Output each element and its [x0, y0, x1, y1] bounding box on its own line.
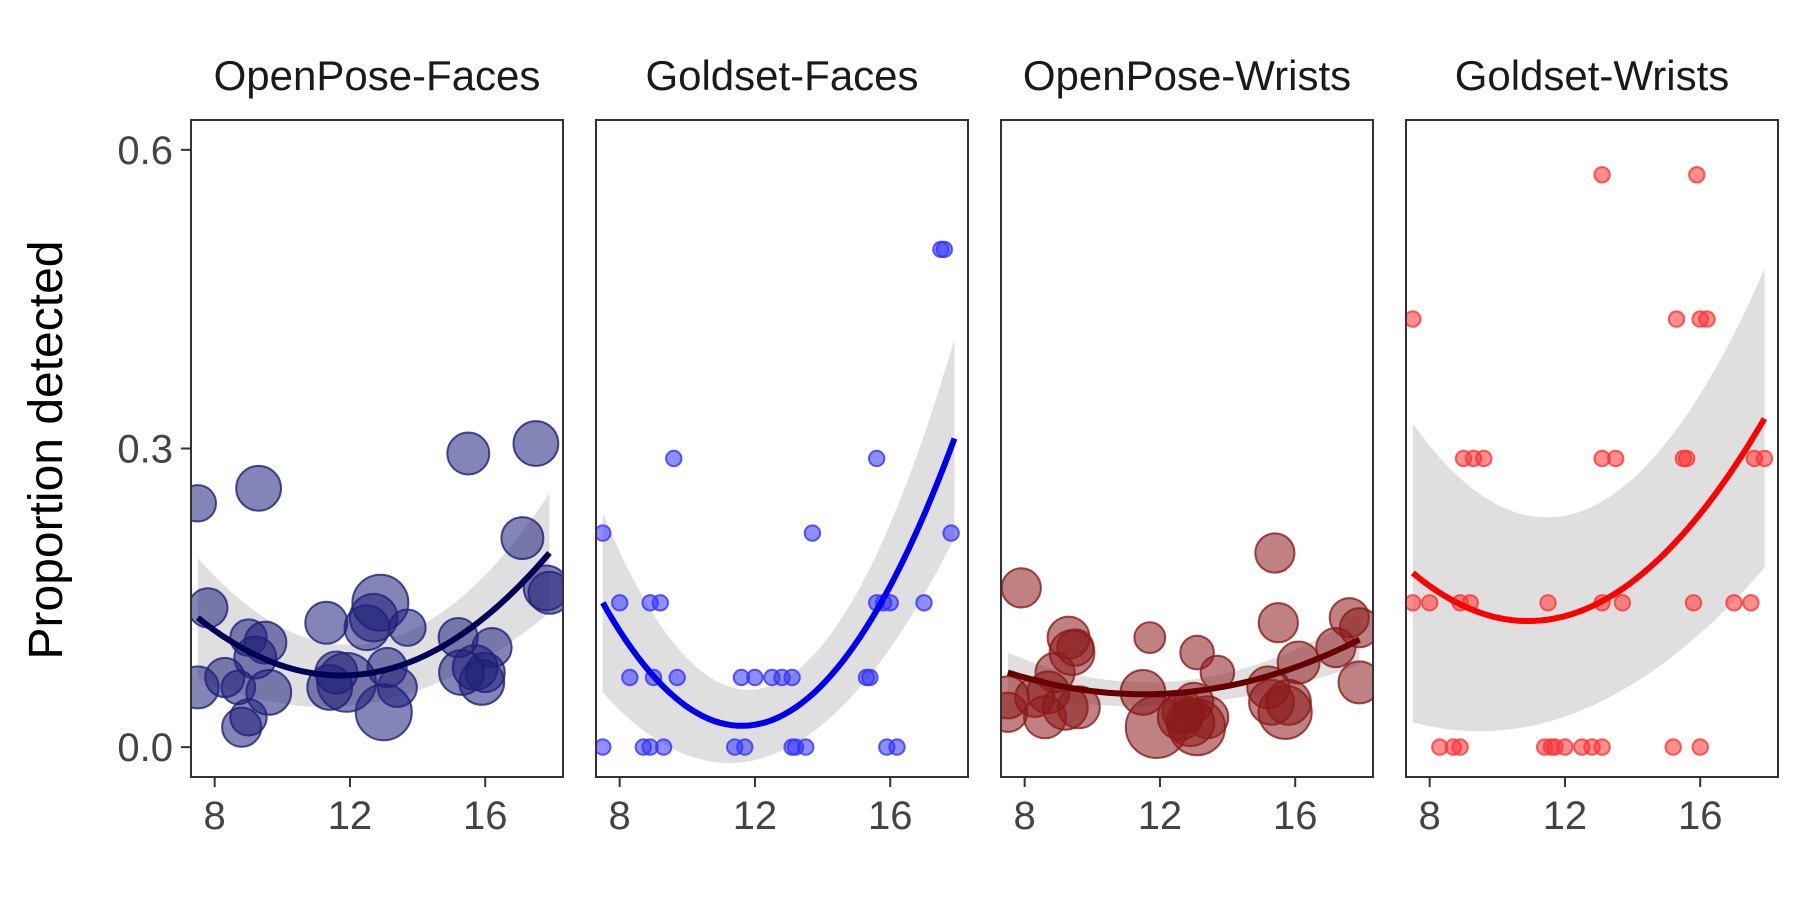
data-point [512, 420, 560, 467]
data-point [935, 240, 953, 259]
data-point [1688, 166, 1706, 184]
fit-line [1006, 636, 1361, 698]
confidence-band [602, 339, 955, 763]
data-point [596, 524, 612, 542]
data-point [1185, 695, 1230, 740]
data-point [1698, 310, 1716, 328]
y-tick-label: 0.6 [117, 129, 173, 173]
data-point [1338, 607, 1373, 649]
x-tick-label: 16 [463, 794, 508, 838]
data-point [527, 570, 563, 615]
data-point [797, 738, 815, 756]
data-point [1664, 738, 1682, 756]
data-point [1742, 594, 1760, 612]
data-point [1539, 594, 1557, 612]
data-point [500, 516, 545, 561]
data-point [868, 449, 886, 468]
x-tick-label: 16 [868, 794, 913, 838]
data-point [446, 431, 491, 476]
facet-title: Goldset-Faces [645, 52, 918, 99]
data-point [245, 669, 293, 716]
facet-panel-1: OpenPose-Faces 8 12 16 0.0 0.3 0.6 [117, 52, 564, 838]
facet-panel-2: Goldset-Faces 8 12 16 [595, 52, 969, 838]
facet-title: OpenPose-Wrists [1023, 52, 1351, 99]
data-point [1593, 166, 1611, 184]
data-point [191, 484, 217, 523]
x-tick-label: 8 [609, 794, 631, 838]
data-point [1406, 594, 1422, 612]
data-point [1607, 449, 1625, 468]
x-tick-label: 8 [1419, 794, 1441, 838]
data-point [915, 594, 933, 612]
y-tick-label: 0.3 [117, 428, 173, 472]
panel-plot-area [596, 240, 960, 763]
panel-border [595, 119, 969, 778]
x-tick-label: 8 [1014, 794, 1036, 838]
data-point [1257, 602, 1299, 644]
x-tick-label: 16 [1273, 794, 1318, 838]
x-tick-label: 12 [328, 794, 373, 838]
data-point [736, 738, 754, 756]
facet-panel-3: OpenPose-Wrists 8 12 16 [1000, 52, 1374, 838]
x-tick-label: 12 [733, 794, 778, 838]
data-point [1678, 449, 1696, 468]
data-point [596, 738, 612, 756]
panel-plot-area [1406, 166, 1774, 756]
data-point [376, 666, 418, 709]
data-point [1254, 532, 1296, 574]
y-tick-label: 0.0 [117, 726, 173, 770]
data-point [1755, 449, 1774, 468]
data-point [611, 594, 629, 612]
data-point [654, 738, 673, 756]
panel-plot-area [1001, 532, 1373, 760]
y-axis-label: Proportion detected [20, 241, 73, 660]
data-point [621, 668, 639, 687]
data-point [1593, 738, 1611, 756]
data-point [388, 608, 427, 647]
facet-panel-4: Goldset-Wrists 8 12 16 [1405, 52, 1779, 838]
x-tick-label: 16 [1678, 794, 1723, 838]
data-point [1406, 310, 1422, 328]
data-point [1613, 594, 1632, 612]
data-point [746, 668, 764, 687]
data-point [1265, 678, 1312, 726]
fit-line [1410, 417, 1768, 624]
data-point [803, 524, 822, 542]
data-point [861, 668, 879, 687]
facet-title: OpenPose-Faces [214, 52, 541, 99]
data-point [471, 627, 513, 669]
panel-plot-area [191, 420, 563, 748]
data-point [1421, 594, 1439, 612]
data-point [888, 738, 906, 756]
panel-border [1000, 119, 1374, 778]
data-point [783, 668, 801, 687]
data-point [1337, 660, 1373, 705]
data-point [668, 668, 686, 687]
data-point [235, 464, 283, 512]
fit-line [195, 551, 552, 679]
data-point [665, 449, 683, 468]
data-point [1684, 594, 1703, 612]
x-tick-label: 12 [1543, 794, 1588, 838]
data-point [1475, 449, 1493, 468]
x-tick-label: 12 [1138, 794, 1183, 838]
data-point [1276, 640, 1321, 685]
data-point [1001, 567, 1042, 609]
data-point [1725, 594, 1743, 612]
panel-border [1405, 119, 1779, 778]
data-point [1451, 738, 1469, 756]
data-point [1667, 310, 1686, 328]
fit-line [600, 437, 958, 729]
data-point [651, 594, 669, 612]
data-point [304, 600, 349, 645]
facet-title: Goldset-Wrists [1455, 52, 1730, 99]
data-point [1056, 628, 1095, 667]
data-point [942, 524, 960, 542]
data-point [1691, 738, 1709, 756]
data-point [1133, 621, 1167, 654]
x-tick-label: 8 [204, 794, 226, 838]
data-point [1556, 738, 1574, 756]
data-point [191, 587, 229, 629]
